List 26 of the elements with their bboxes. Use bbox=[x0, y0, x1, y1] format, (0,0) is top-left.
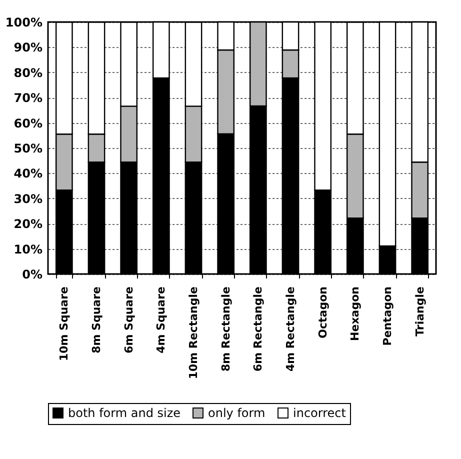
x-tick-label: 4m Rectangle bbox=[284, 286, 297, 372]
y-tick-label: 0% bbox=[22, 268, 42, 282]
y-tick-label: 40% bbox=[14, 166, 42, 181]
y-tick-label: 10% bbox=[14, 242, 42, 256]
x-tick-label: 6m Square bbox=[122, 286, 136, 354]
x-tick-label: 4m Square bbox=[154, 286, 168, 354]
x-tick-label: 6m Rectangle bbox=[252, 286, 265, 372]
y-tick-label: 50% bbox=[14, 142, 42, 156]
legend-label: only form bbox=[208, 406, 266, 420]
y-tick-label: 60% bbox=[14, 116, 42, 130]
y-tick-label: 90% bbox=[14, 40, 42, 55]
y-tick-label: 30% bbox=[14, 192, 42, 206]
x-tick-label: Octagon bbox=[316, 286, 330, 338]
legend-label: incorrect bbox=[293, 406, 346, 420]
x-tick-label: Hexagon bbox=[348, 286, 362, 341]
y-tick-label: 70% bbox=[14, 91, 42, 106]
x-tick-label: Pentagon bbox=[381, 286, 394, 346]
x-tick-label: 10m Square bbox=[58, 286, 71, 362]
x-tick-label: 10m Rectangle bbox=[187, 286, 200, 380]
y-tick-label: 100% bbox=[5, 16, 42, 30]
y-tick-label: 20% bbox=[14, 217, 42, 232]
x-tick-label: 8m Rectangle bbox=[219, 286, 232, 372]
legend-label: both form and size bbox=[68, 406, 181, 420]
x-tick-label: Triangle bbox=[413, 286, 426, 336]
y-tick-label: 80% bbox=[14, 66, 42, 80]
x-tick-label: 8m Square bbox=[90, 286, 103, 354]
